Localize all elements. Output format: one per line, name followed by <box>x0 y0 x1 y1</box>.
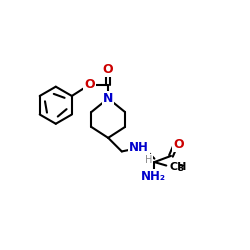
Text: O: O <box>84 78 95 91</box>
Text: H: H <box>145 154 153 164</box>
Text: O: O <box>173 138 184 151</box>
Text: CH: CH <box>169 162 186 172</box>
Text: 3: 3 <box>177 164 184 173</box>
Text: NH: NH <box>129 141 149 154</box>
Text: N: N <box>103 92 113 105</box>
Text: O: O <box>103 63 114 76</box>
Text: NH₂: NH₂ <box>141 170 166 183</box>
